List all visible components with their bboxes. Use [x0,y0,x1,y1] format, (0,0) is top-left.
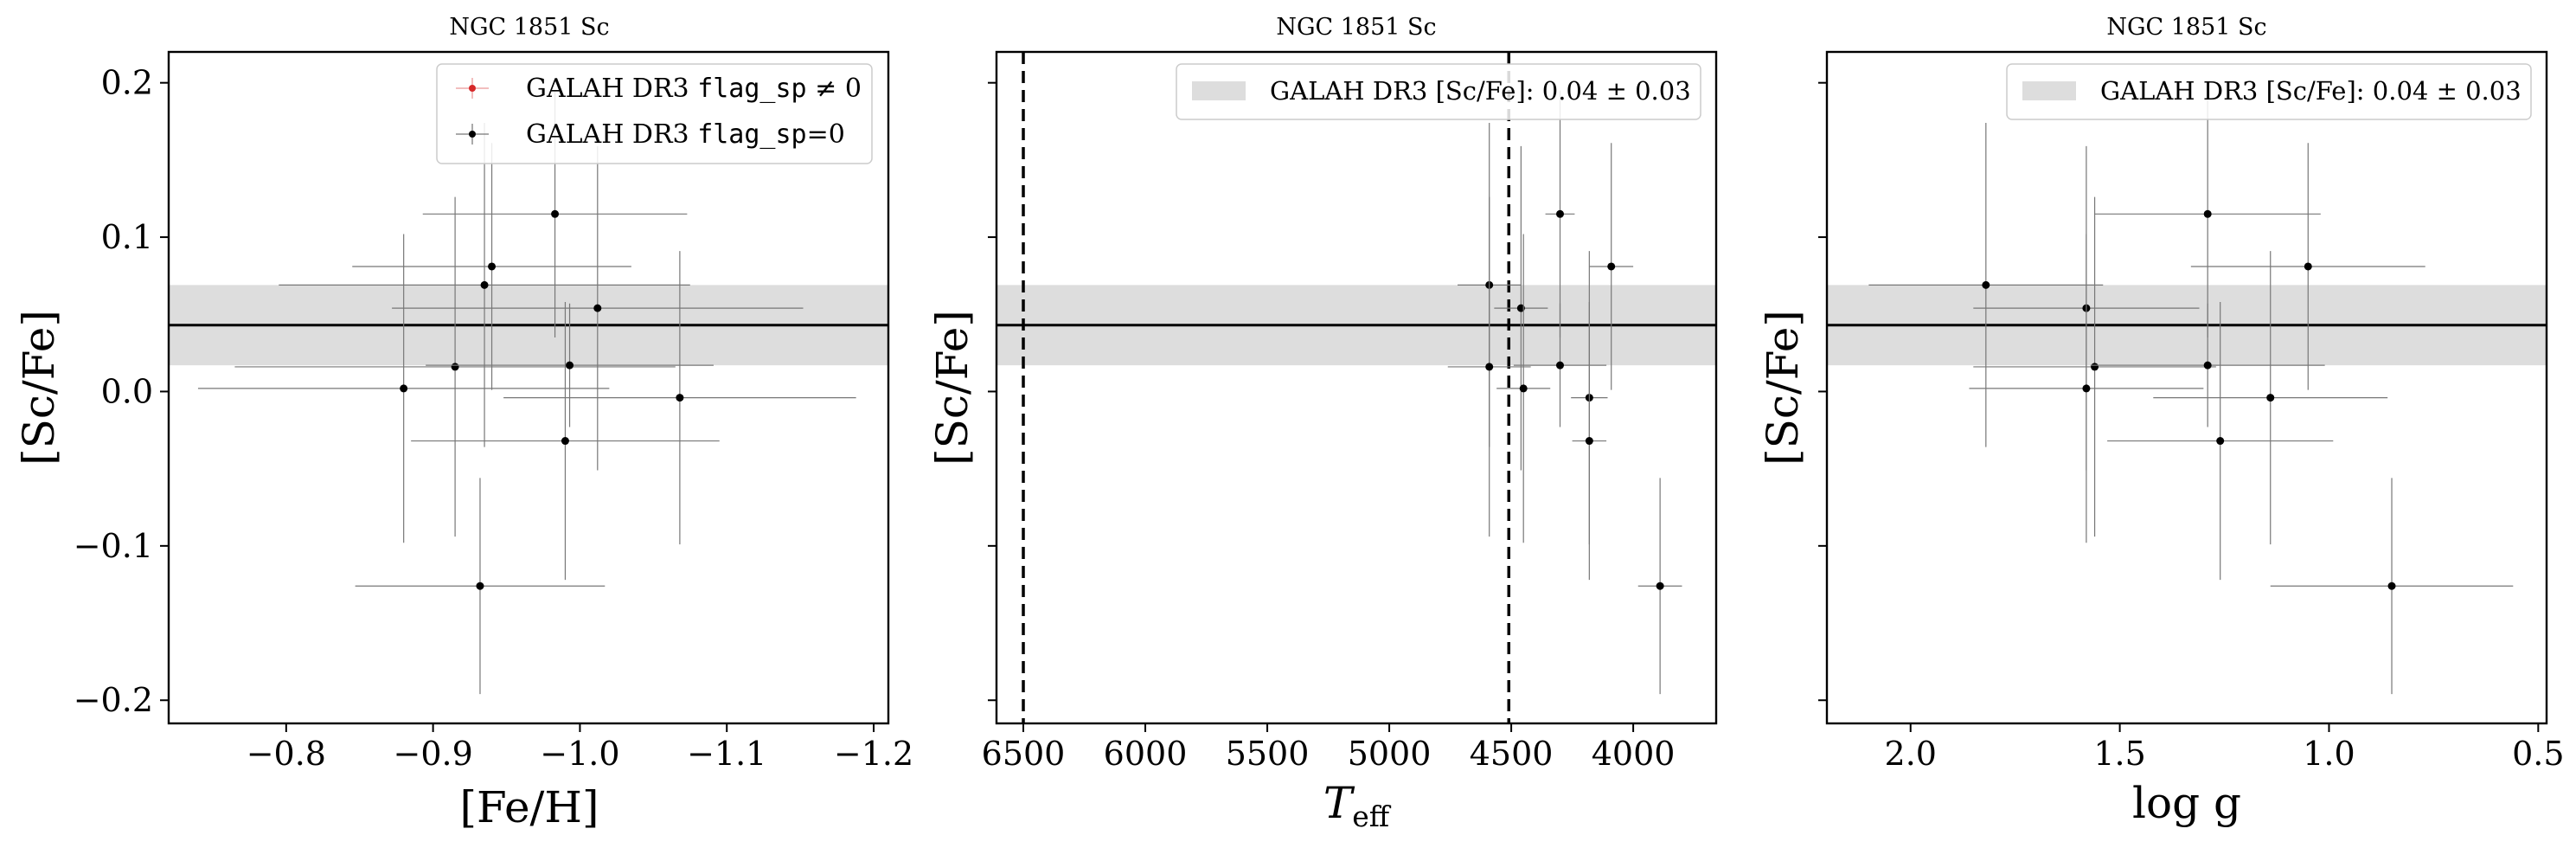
panel-3-title: NGC 1851 Sc [2106,14,2266,41]
legend-entry-2: GALAH DR3 flag_sp=0 [526,119,845,150]
panel-2-legend: GALAH DR3 [Sc/Fe]: 0.04 ± 0.03 [1176,63,1701,120]
x-tick-label: 1.5 [2093,735,2145,773]
panel-2-title: NGC 1851 Sc [1276,14,1436,41]
data-point [2203,209,2212,218]
data-point [2387,581,2396,590]
legend-band-swatch [2022,81,2076,100]
x-tick-label: 1.0 [2303,735,2355,773]
panel-3-xlabel: log g [2132,778,2241,828]
data-point [1585,437,1593,446]
panel-3-legend: GALAH DR3 [Sc/Fe]: 0.04 ± 0.03 [2006,63,2532,120]
data-point [488,262,497,271]
y-tick-label: −0.1 [74,527,153,565]
panel-2-ylabel: [Sc/Fe] [927,310,977,466]
data-point [1519,384,1528,393]
legend-band-swatch [1192,81,1246,100]
legend-marker-black [456,124,489,145]
data-point [1555,361,1564,369]
data-point [566,361,574,369]
panel-1-plot: −0.8 −0.9 −1.0 −1.1 −1.2 −0.2 −0.1 0.0 0.1 0.2 [74,64,913,773]
data-point [451,363,459,371]
legend-box [2006,63,2532,120]
y-tick-label: 0.0 [101,372,153,410]
data-point [2082,384,2091,393]
y-tick-label: 0.1 [101,218,153,256]
x-tick-label: 4500 [1470,735,1554,773]
legend-entry-band: GALAH DR3 [Sc/Fe]: 0.04 ± 0.03 [2100,76,2522,106]
x-tick-label: −0.9 [393,735,472,773]
panel-1-ylabel: [Sc/Fe] [14,310,64,466]
data-point [1656,581,1664,590]
data-point [2091,363,2099,371]
data-point [476,581,484,590]
legend-box [436,63,873,164]
x-tick-label: 4000 [1592,735,1676,773]
data-point [593,304,602,312]
data-point [1485,363,1494,371]
legend-marker-red [456,78,489,99]
panel-1-xlabel: [Fe/H] [459,782,599,832]
data-point [551,209,560,218]
y-tick-label: −0.2 [74,681,153,719]
x-tick-label: 6500 [982,735,1066,773]
legend-entry-1: GALAH DR3 flag_sp ≠ 0 [526,74,862,104]
data-point [561,437,569,446]
x-tick-label: 6000 [1104,735,1188,773]
panel-2-frame [995,50,1718,725]
x-tick-label: 2.0 [1885,735,1937,773]
x-tick-label: 0.5 [2512,735,2564,773]
data-point [400,384,408,393]
data-point [2203,361,2212,369]
legend-entry-band: GALAH DR3 [Sc/Fe]: 0.04 ± 0.03 [1270,76,1691,106]
panel-1-title: NGC 1851 Sc [449,14,609,41]
panel-2-plot: 6500 6000 5500 5000 4500 4000 [982,52,1716,773]
panel-1-legend: GALAH DR3 flag_sp ≠ 0 GALAH DR3 flag_sp=… [436,63,873,164]
x-tick-label: −1.2 [834,735,913,773]
x-tick-label: −1.1 [687,735,766,773]
data-point [2304,262,2312,271]
legend-box [1176,63,1701,120]
panel-3-frame [1825,50,2548,725]
x-tick-label: 5000 [1348,735,1432,773]
data-point [2266,394,2275,402]
panel-1: NGC 1851 Sc −0.8 −0.9 −1.0 −1.1 −1.2 −0.2 −0.1… [14,14,913,832]
x-tick-label: −0.8 [247,735,326,773]
data-point [1607,262,1616,271]
x-tick-label: 5500 [1226,735,1310,773]
panel-3-plot: 2.0 1.5 1.0 0.5 [1818,81,2565,773]
data-point [676,394,684,402]
data-point [1555,209,1564,218]
panel-1-frame [167,50,890,725]
panel-2-xlabel: Teff [1323,778,1392,833]
x-tick-label: −1.0 [540,735,619,773]
y-tick-label: 0.2 [101,64,153,102]
data-point [1982,280,1990,289]
panel-3: NGC 1851 Sc 2.0 1.5 1.0 0.5 GALAH DR3 [Sc/F… [1758,14,2565,828]
panel-2: NGC 1851 Sc 6500 6000 5500 5000 4500 4000 GAL… [927,14,1718,833]
data-point [480,280,489,289]
data-point [2216,437,2225,446]
panel-3-ylabel: [Sc/Fe] [1758,310,1808,466]
